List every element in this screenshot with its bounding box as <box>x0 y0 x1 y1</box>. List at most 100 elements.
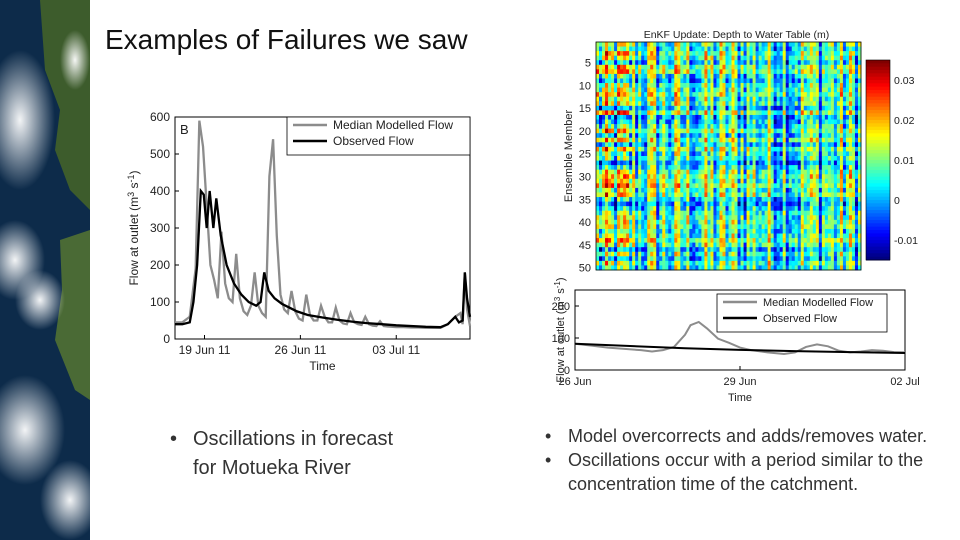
heatmap-cell <box>689 124 693 130</box>
heatmap-cell <box>836 174 841 180</box>
heatmap-cell <box>677 197 681 202</box>
heatmap-cell <box>692 228 696 234</box>
heatmap-cell <box>773 114 778 120</box>
heatmap-cell <box>701 133 705 139</box>
heatmap-cell <box>749 165 753 171</box>
heatmap-cell <box>644 247 648 253</box>
heatmap-cell <box>830 92 835 98</box>
heatmap-cell <box>743 110 747 116</box>
heatmap-cell <box>674 101 678 107</box>
heatmap-cell <box>626 114 630 120</box>
heatmap-cell <box>677 206 681 212</box>
heatmap-cell <box>848 160 853 166</box>
heatmap-cell <box>809 128 814 134</box>
heatmap-cell <box>818 192 823 198</box>
heatmap-cell <box>737 165 741 171</box>
heatmap-cell <box>626 46 630 52</box>
heatmap-cell <box>740 206 744 212</box>
heatmap-cell <box>737 238 741 244</box>
heatmap-cell <box>776 156 781 161</box>
heatmap-cell <box>725 110 729 116</box>
heatmap-cell <box>758 174 763 180</box>
heatmap-cell <box>758 60 763 66</box>
heatmap-cell <box>734 142 738 148</box>
heatmap-cell <box>647 210 651 216</box>
heatmap-cell <box>836 206 841 212</box>
heatmap-cell <box>809 228 814 234</box>
heatmap-cell <box>647 96 651 102</box>
heatmap-cell <box>647 83 651 88</box>
heatmap-cell <box>713 206 717 212</box>
heatmap-cell <box>833 238 838 244</box>
heatmap-cell <box>698 187 702 193</box>
heatmap-cell <box>674 92 678 98</box>
heatmap-cell <box>626 73 630 79</box>
heatmap-cell <box>680 64 684 70</box>
colorbar-segment <box>866 106 890 111</box>
heatmap-cell <box>629 101 633 107</box>
heatmap-cell <box>698 242 702 248</box>
heatmap-cell <box>767 69 772 75</box>
heatmap-cell <box>836 169 841 175</box>
heatmap-cell <box>719 142 723 148</box>
heatmap-cell <box>854 137 859 143</box>
heatmap-cell <box>842 174 847 180</box>
heatmap-cell <box>638 174 642 180</box>
heatmap-cell <box>719 137 723 143</box>
heatmap-cell <box>785 124 790 130</box>
heatmap-cell <box>767 78 772 84</box>
heatmap-cell <box>671 201 675 207</box>
heatmap-cell <box>803 60 808 66</box>
heatmap-cell <box>689 87 693 93</box>
heatmap-cell <box>653 124 657 130</box>
heatmap-cell <box>704 51 708 57</box>
heatmap-cell <box>806 174 811 180</box>
heatmap-cell <box>791 146 796 152</box>
heatmap-cell <box>746 238 750 244</box>
heatmap-cell <box>761 156 766 161</box>
heatmap-cell <box>647 187 651 193</box>
colorbar-segment <box>866 160 890 164</box>
heatmap-cell <box>614 224 618 230</box>
heatmap-cell <box>857 151 862 157</box>
heatmap-cell <box>605 192 609 198</box>
heatmap-cell <box>686 119 690 125</box>
heatmap-cell <box>617 224 621 230</box>
heatmap-cell <box>755 124 760 130</box>
heatmap-cell <box>749 101 753 107</box>
heatmap-cell <box>707 165 711 171</box>
heatmap-cell <box>719 247 723 253</box>
heatmap-cell <box>623 178 627 184</box>
heatmap-cell <box>833 242 838 248</box>
heatmap-cell <box>680 233 684 239</box>
heatmap-cell <box>815 187 820 193</box>
heatmap-cell <box>722 201 726 207</box>
heatmap-cell <box>674 169 678 175</box>
heatmap-cell <box>812 114 817 120</box>
heatmap-cell <box>611 174 615 180</box>
heatmap-cell <box>788 64 793 70</box>
heatmap-cell <box>788 210 793 216</box>
heatmap-cell <box>734 247 738 253</box>
heatmap-cell <box>737 256 741 262</box>
heatmap-cell <box>629 114 633 120</box>
heatmap-cell <box>770 128 775 134</box>
heatmap-cell <box>713 151 717 157</box>
heatmap-cell <box>791 192 796 198</box>
heatmap-cell <box>725 260 729 266</box>
heatmap-cell <box>848 192 853 198</box>
heatmap-cell <box>635 101 639 107</box>
heatmap-cell <box>830 260 835 266</box>
heatmap-cell <box>731 197 735 202</box>
heatmap-cell <box>692 105 696 111</box>
heatmap-cell <box>674 124 678 130</box>
heatmap-cell <box>854 64 859 70</box>
heatmap-cell <box>704 60 708 66</box>
heatmap-cell <box>782 183 787 189</box>
heatmap-cell <box>803 142 808 148</box>
heatmap-cell <box>839 42 844 47</box>
heatmap-cell <box>638 133 642 139</box>
heatmap-cell <box>710 55 714 61</box>
heatmap-cell <box>683 114 687 120</box>
heatmap-cell <box>803 215 808 221</box>
